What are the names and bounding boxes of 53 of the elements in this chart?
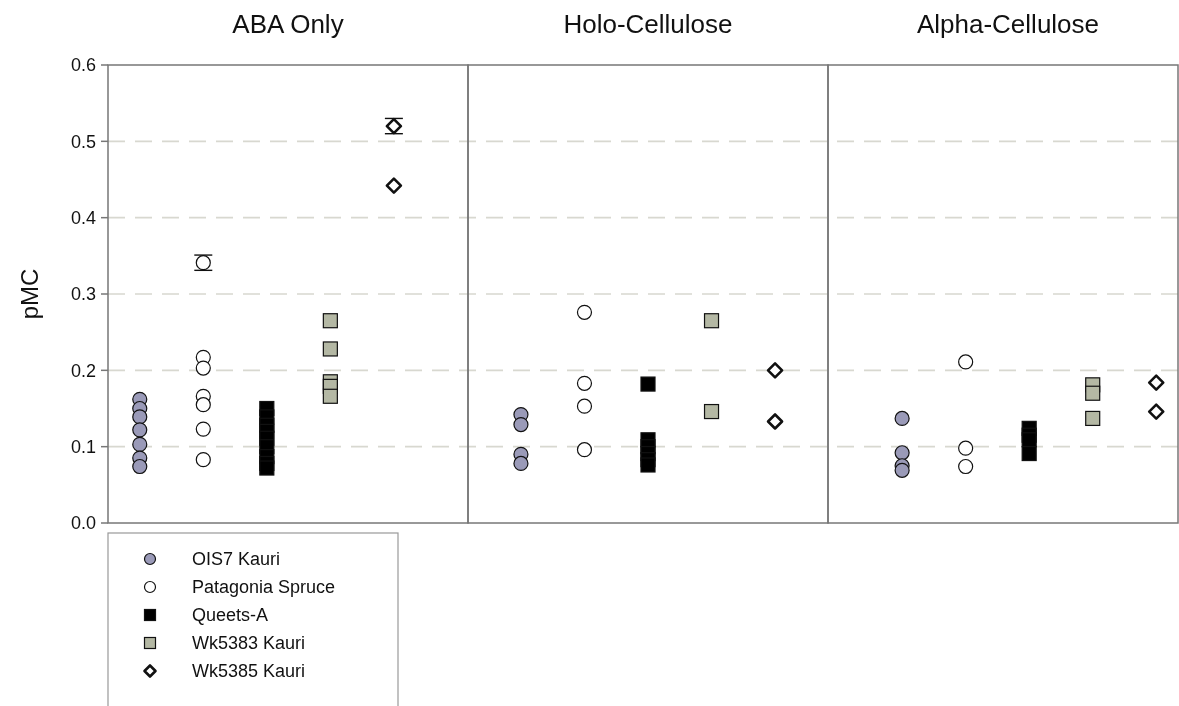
point (1147, 374, 1165, 391)
point (1085, 410, 1101, 427)
y-tick-label: 0.3 (70, 284, 96, 305)
point (195, 360, 211, 376)
point (958, 354, 974, 370)
point (195, 421, 211, 437)
point (958, 440, 974, 456)
legend-label: Wk5383 Kauri (192, 633, 306, 654)
point (322, 388, 338, 404)
legend-label: Queets-A (192, 605, 269, 626)
point (576, 375, 593, 391)
point (958, 458, 974, 475)
point (132, 409, 148, 425)
point (894, 410, 910, 427)
point (766, 362, 784, 379)
point (1021, 445, 1037, 462)
y-tick-label: 0.1 (70, 436, 96, 457)
point (640, 457, 656, 473)
point (195, 452, 211, 468)
point (703, 313, 720, 329)
y-tick-label: 0.6 (70, 55, 96, 76)
point (576, 442, 593, 458)
point (132, 422, 148, 438)
point (576, 398, 593, 414)
point (195, 397, 211, 413)
y-tick-label: 0.4 (70, 207, 96, 228)
point (513, 455, 529, 472)
point (259, 460, 275, 476)
point (132, 436, 148, 452)
text: ABA Only (232, 9, 344, 39)
point (1021, 432, 1037, 448)
point (640, 376, 656, 392)
legend-label: Wk5385 Kauri (192, 661, 306, 682)
point (894, 445, 910, 461)
point (322, 313, 338, 329)
text: Alpha-Cellulose (916, 9, 1100, 39)
y-axis-title: pMC (16, 268, 43, 320)
legend-label: Patagonia Spruce (192, 577, 336, 598)
point (322, 341, 338, 357)
y-tick-label: 0.5 (70, 131, 96, 152)
y-tick-label: 0.2 (70, 360, 96, 381)
point (513, 416, 529, 433)
point (894, 462, 910, 478)
point (576, 304, 593, 320)
point (766, 413, 784, 430)
point (385, 177, 403, 194)
point (132, 458, 148, 475)
y-tick-label: 0.0 (70, 513, 96, 534)
point (1147, 403, 1165, 420)
point (703, 403, 720, 420)
point (1085, 385, 1101, 401)
legend-label: OIS7 Kauri (192, 549, 281, 570)
text: Holo-Cellulose (563, 9, 733, 39)
